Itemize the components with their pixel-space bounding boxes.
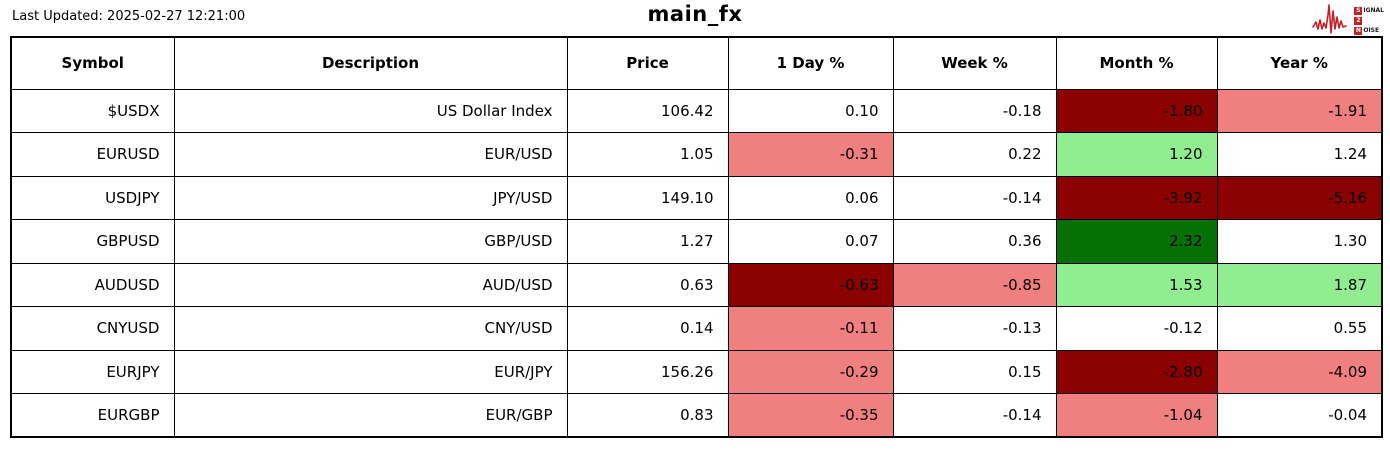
cell-week-pct: -0.13: [892, 306, 1057, 351]
col-header-week: Week %: [892, 36, 1057, 90]
logo-line-two: 2: [1354, 17, 1384, 26]
cell-price: 0.14: [566, 306, 729, 351]
cell-day-pct: -0.11: [727, 306, 894, 351]
logo-letter-s: S: [1354, 7, 1363, 15]
cell-day-pct: -0.35: [727, 393, 894, 438]
cell-week-pct: 0.15: [892, 349, 1057, 394]
logo-line-noise: N OISE: [1354, 27, 1384, 36]
cell-year-pct: -5.16: [1216, 175, 1383, 220]
table-row-eurusd: EURUSD EUR/USD 1.05 -0.31 0.22 1.20 1.24: [10, 132, 1383, 177]
col-header-price: Price: [566, 36, 729, 90]
cell-description: US Dollar Index: [173, 88, 568, 133]
cell-price: 1.05: [566, 132, 729, 177]
cell-week-pct: 0.36: [892, 219, 1057, 264]
signal2noise-logo: S IGNAL 2 N OISE: [1312, 2, 1384, 40]
header-row: Symbol Description Price 1 Day % Week % …: [10, 36, 1383, 90]
cell-day-pct: 0.10: [727, 88, 894, 133]
table-row-usdx: $USDX US Dollar Index 106.42 0.10 -0.18 …: [10, 88, 1383, 133]
col-header-1day: 1 Day %: [727, 36, 894, 90]
table-row-eurjpy: EURJPY EUR/JPY 156.26 -0.29 0.15 -2.80 -…: [10, 349, 1383, 394]
cell-month-pct: -3.92: [1055, 175, 1218, 220]
cell-symbol: USDJPY: [10, 175, 175, 220]
cell-price: 0.63: [566, 262, 729, 307]
cell-price: 1.27: [566, 219, 729, 264]
cell-description: CNY/USD: [173, 306, 568, 351]
cell-month-pct: -0.12: [1055, 306, 1218, 351]
cell-day-pct: -0.29: [727, 349, 894, 394]
cell-month-pct: 1.53: [1055, 262, 1218, 307]
cell-symbol: EURUSD: [10, 132, 175, 177]
cell-description: EUR/GBP: [173, 393, 568, 438]
cell-day-pct: 0.06: [727, 175, 894, 220]
cell-symbol: EURJPY: [10, 349, 175, 394]
cell-symbol: $USDX: [10, 88, 175, 133]
table-row-usdjpy: USDJPY JPY/USD 149.10 0.06 -0.14 -3.92 -…: [10, 175, 1383, 220]
logo-line-signal: S IGNAL: [1354, 7, 1384, 16]
cell-month-pct: 2.32: [1055, 219, 1218, 264]
logo-wordmark: S IGNAL 2 N OISE: [1354, 7, 1384, 36]
col-header-year: Year %: [1216, 36, 1383, 90]
cell-year-pct: -4.09: [1216, 349, 1383, 394]
cell-price: 149.10: [566, 175, 729, 220]
cell-week-pct: -0.14: [892, 175, 1057, 220]
cell-month-pct: -2.80: [1055, 349, 1218, 394]
last-updated-timestamp: Last Updated: 2025-02-27 12:21:00: [12, 9, 246, 24]
cell-week-pct: -0.14: [892, 393, 1057, 438]
cell-year-pct: 1.87: [1216, 262, 1383, 307]
logo-letter-2: 2: [1354, 17, 1363, 25]
table-row-audusd: AUDUSD AUD/USD 0.63 -0.63 -0.85 1.53 1.8…: [10, 262, 1383, 307]
col-header-description: Description: [173, 36, 568, 90]
cell-year-pct: 1.30: [1216, 219, 1383, 264]
cell-month-pct: -1.04: [1055, 393, 1218, 438]
cell-description: EUR/JPY: [173, 349, 568, 394]
cell-symbol: CNYUSD: [10, 306, 175, 351]
cell-price: 156.26: [566, 349, 729, 394]
cell-week-pct: 0.22: [892, 132, 1057, 177]
cell-description: AUD/USD: [173, 262, 568, 307]
logo-letter-n: N: [1354, 27, 1363, 35]
logo-signal-rest: IGNAL: [1363, 7, 1384, 14]
cell-description: JPY/USD: [173, 175, 568, 220]
cell-year-pct: 1.24: [1216, 132, 1383, 177]
cell-day-pct: -0.31: [727, 132, 894, 177]
cell-month-pct: -1.80: [1055, 88, 1218, 133]
col-header-month: Month %: [1055, 36, 1218, 90]
cell-week-pct: -0.85: [892, 262, 1057, 307]
cell-symbol: EURGBP: [10, 393, 175, 438]
cell-price: 0.83: [566, 393, 729, 438]
cell-symbol: GBPUSD: [10, 219, 175, 264]
cell-description: GBP/USD: [173, 219, 568, 264]
cell-symbol: AUDUSD: [10, 262, 175, 307]
cell-day-pct: -0.63: [727, 262, 894, 307]
table-row-eurgbp: EURGBP EUR/GBP 0.83 -0.35 -0.14 -1.04 -0…: [10, 393, 1383, 438]
col-header-symbol: Symbol: [10, 36, 175, 90]
cell-year-pct: -1.91: [1216, 88, 1383, 133]
cell-month-pct: 1.20: [1055, 132, 1218, 177]
cell-day-pct: 0.07: [727, 219, 894, 264]
page-title: main_fx: [647, 2, 743, 26]
cell-week-pct: -0.18: [892, 88, 1057, 133]
logo-noise-rest: OISE: [1363, 27, 1380, 34]
waveform-icon: [1312, 2, 1354, 40]
cell-year-pct: -0.04: [1216, 393, 1383, 438]
cell-price: 106.42: [566, 88, 729, 133]
fx-table: Symbol Description Price 1 Day % Week % …: [10, 36, 1383, 438]
table-row-gbpusd: GBPUSD GBP/USD 1.27 0.07 0.36 2.32 1.30: [10, 219, 1383, 264]
cell-year-pct: 0.55: [1216, 306, 1383, 351]
table-row-cnyusd: CNYUSD CNY/USD 0.14 -0.11 -0.13 -0.12 0.…: [10, 306, 1383, 351]
cell-description: EUR/USD: [173, 132, 568, 177]
